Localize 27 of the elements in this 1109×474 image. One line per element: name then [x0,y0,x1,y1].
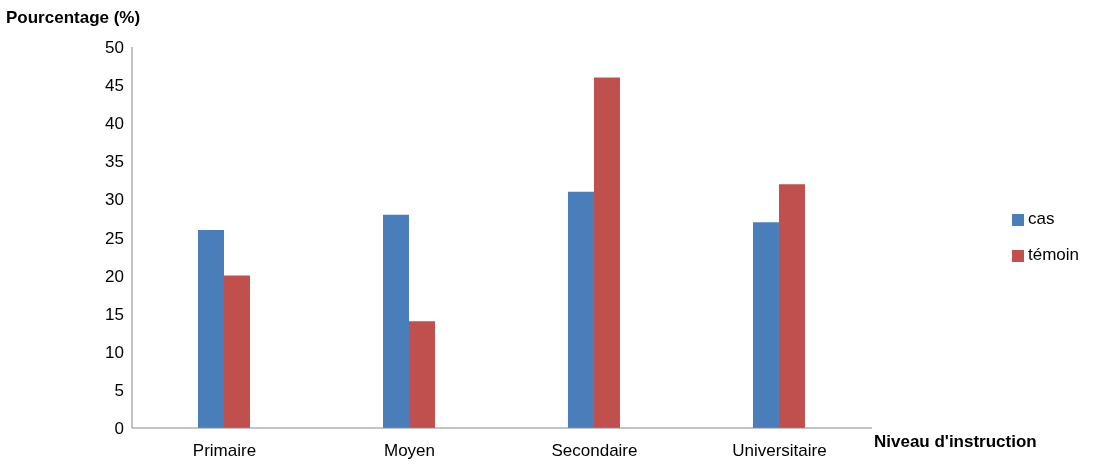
x-tick-label: Moyen [383,441,435,461]
x-tick-label: Secondaire [551,441,638,461]
y-axis-title: Pourcentage (%) [6,8,141,28]
y-tick-label: 15 [105,304,124,324]
y-tick-label: 25 [105,228,124,248]
y-tick-label: 50 [105,38,124,58]
y-tick-label: 0 [114,419,124,439]
bar [567,191,594,428]
bar [224,275,250,428]
y-tick-label: 35 [105,152,124,172]
x-tick-label: Universitaire [732,441,827,461]
y-tick-label: 40 [105,114,124,134]
bar [408,321,435,428]
y-tick-label: 45 [105,76,124,96]
legend-label: témoin [1027,245,1079,264]
bar [593,77,620,428]
bar [778,184,805,428]
bar [382,214,409,428]
legend-label: cas [1027,209,1055,228]
x-tick-label: Primaire [192,441,257,461]
y-tick-label: 30 [105,190,124,210]
y-tick-label: 20 [105,266,124,286]
y-tick-label: 5 [114,380,124,400]
bar [198,229,224,428]
bar [752,222,779,428]
x-axis-title: Niveau d'instruction [874,432,1037,452]
y-tick-label: 10 [105,342,124,362]
